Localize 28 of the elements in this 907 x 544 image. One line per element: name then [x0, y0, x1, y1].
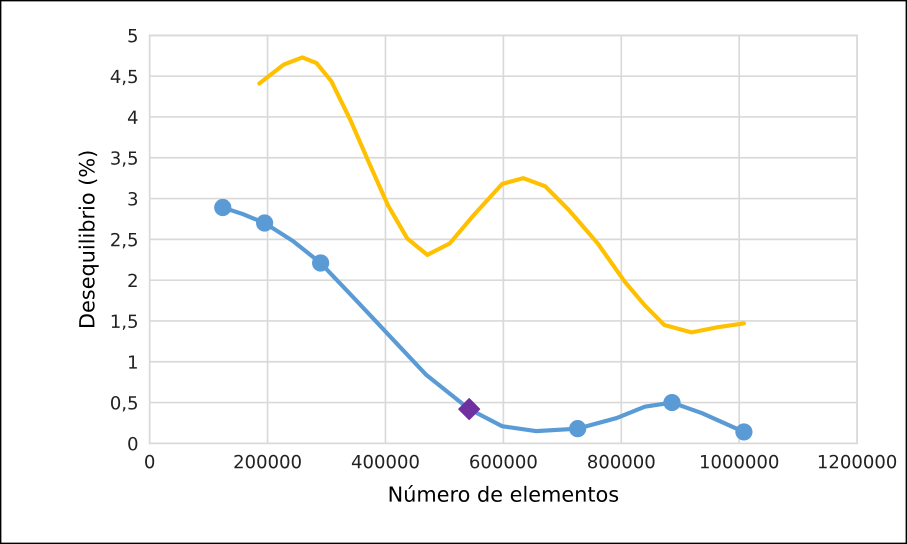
point	[458, 398, 480, 420]
x-axis-title: Número de elementos	[390, 485, 618, 502]
y-tick-label: 4,5	[110, 70, 137, 86]
y-tick-label: 3	[128, 192, 138, 206]
point	[214, 198, 232, 216]
y-axis-title: Desequilibrio (%)	[78, 151, 99, 327]
x-tick-label: 400000	[352, 454, 419, 468]
point	[663, 394, 681, 412]
x-tick-label: 600000	[470, 454, 537, 468]
y-tick-label: 0,5	[111, 396, 137, 412]
point	[569, 420, 586, 438]
x-tick-label: 1200000	[818, 454, 896, 468]
point	[256, 214, 274, 232]
y-tick-label: 1	[129, 355, 137, 369]
line-series	[257, 55, 746, 334]
x-tick-label: 800000	[588, 454, 655, 468]
x-tick-label: 200000	[234, 454, 301, 468]
y-tick-label: 1,5	[112, 314, 137, 330]
y-tick-label: 2	[128, 274, 137, 288]
x-tick-label: 0	[145, 454, 154, 468]
y-tick-label: 5	[128, 29, 137, 42]
y-tick-label: 2,5	[111, 232, 137, 248]
point	[312, 254, 330, 272]
y-tick-label: 0	[128, 436, 138, 450]
y-tick-label: 3,5	[111, 151, 137, 167]
point	[735, 423, 753, 441]
x-tick-label: 1000000	[700, 454, 778, 468]
y-tick-label: 4	[128, 110, 138, 124]
